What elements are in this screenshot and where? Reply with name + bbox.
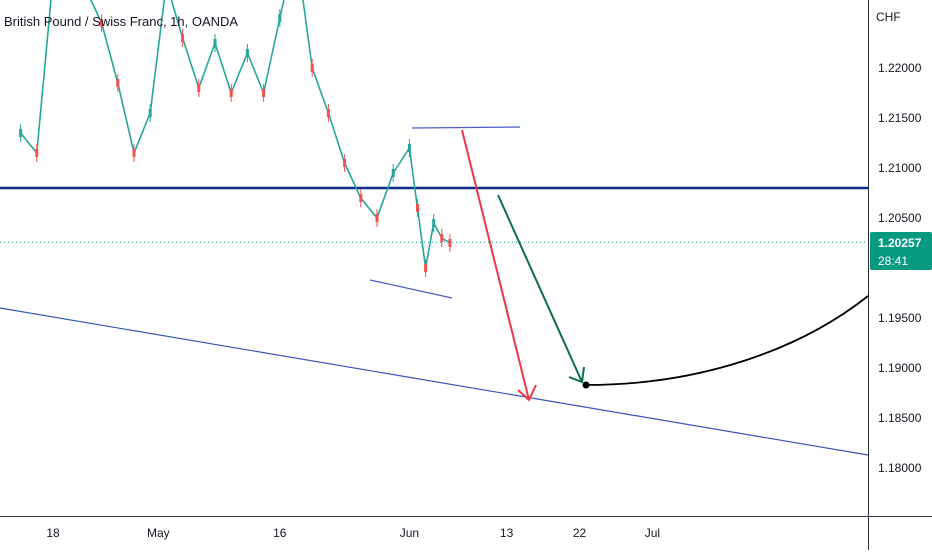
x-tick-label: Jul <box>645 526 660 540</box>
candle-body <box>375 214 379 222</box>
currency-label: CHF <box>876 10 901 24</box>
time-axis[interactable]: 18 May 16 Jun 13 22 Jul <box>46 526 660 540</box>
y-tick-label: 1.22000 <box>878 61 922 75</box>
candle-body <box>100 19 104 27</box>
candle-body <box>229 89 233 97</box>
y-tick-label: 1.19000 <box>878 361 922 375</box>
red-arrow-shaft <box>461 129 530 401</box>
bar-countdown: 28:41 <box>878 254 908 268</box>
candle-body <box>19 129 23 137</box>
x-tick-label: 22 <box>573 526 587 540</box>
candle-body <box>197 84 201 92</box>
candle-body <box>359 194 363 202</box>
candle-body <box>116 79 120 87</box>
candle-body <box>326 109 330 117</box>
candle-body <box>310 64 314 72</box>
candle-body <box>424 264 428 272</box>
candle-body <box>132 149 136 157</box>
y-tick-label: 1.19500 <box>878 311 922 325</box>
chart-title: British Pound / Swiss Franc, 1h, OANDA <box>4 14 238 29</box>
x-tick-label: 18 <box>46 526 60 540</box>
candle-body <box>278 14 282 22</box>
red-arrowhead <box>517 384 537 402</box>
candle-body <box>213 39 217 47</box>
candle-body <box>432 219 436 227</box>
candle-body <box>148 109 152 117</box>
x-tick-label: 16 <box>273 526 287 540</box>
last-price-badge-bg <box>870 232 932 270</box>
projection-start-dot <box>582 381 590 389</box>
green-arrow-shaft <box>497 194 583 383</box>
y-tick-label: 1.21500 <box>878 111 922 125</box>
candle-body <box>416 204 419 212</box>
y-tick-label: 1.20500 <box>878 211 922 225</box>
candle-body <box>181 34 185 42</box>
y-tick-label: 1.18000 <box>878 461 922 475</box>
candle-body <box>407 144 411 152</box>
x-tick-label: May <box>147 526 170 540</box>
y-tick-label: 1.21000 <box>878 161 922 175</box>
last-price-badge: 1.20257 28:41 <box>870 232 932 270</box>
y-tick-label: 1.18500 <box>878 411 922 425</box>
price-path <box>19 0 451 269</box>
last-price-value: 1.20257 <box>878 236 922 250</box>
candle-body <box>391 169 395 177</box>
green-arrowhead <box>568 366 585 384</box>
candle-body <box>35 149 39 157</box>
descending-trendline <box>0 307 869 456</box>
candle-body <box>262 89 266 97</box>
range-top-line <box>411 126 521 129</box>
candle-body <box>440 234 444 242</box>
range-bottom-line <box>369 279 453 299</box>
candle-body <box>343 159 347 167</box>
candle-body <box>245 49 249 57</box>
price-axis[interactable]: 1.22000 1.21500 1.21000 1.20500 1.19500 1.190… <box>878 61 922 475</box>
x-tick-label: 13 <box>500 526 514 540</box>
candle-body <box>448 239 452 247</box>
plot-layer <box>0 0 869 456</box>
x-tick-label: Jun <box>400 526 419 540</box>
projection-curve <box>585 295 869 386</box>
